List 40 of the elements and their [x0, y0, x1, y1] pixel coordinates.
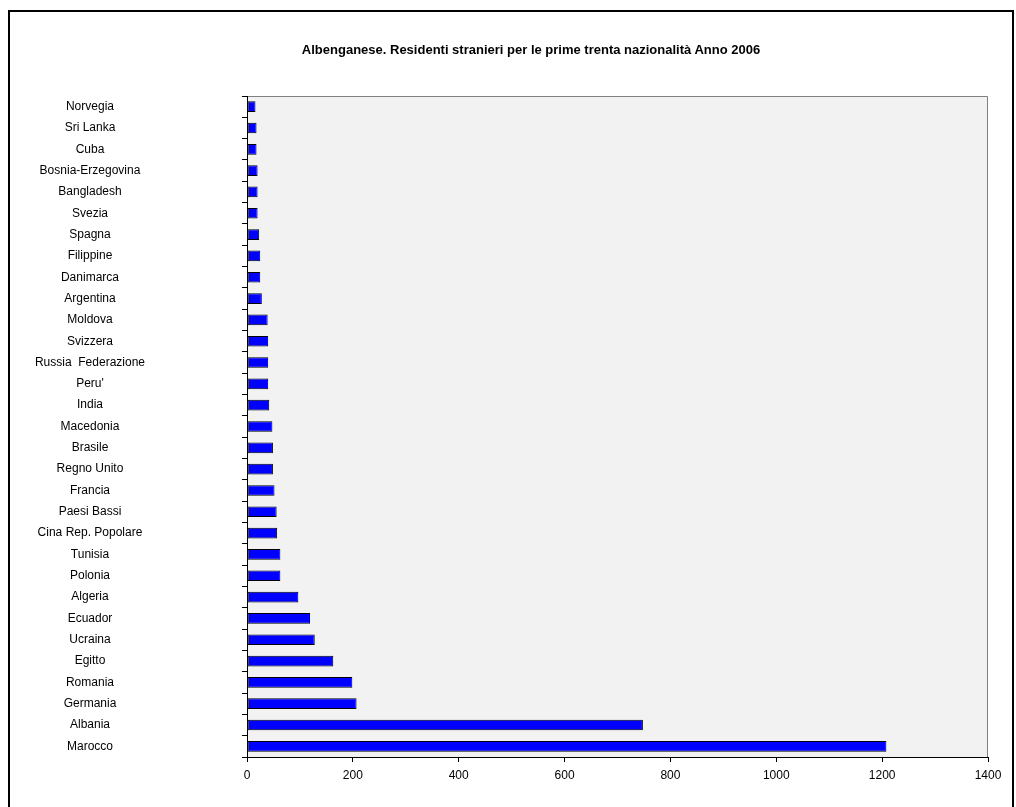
y-tick-label: Paesi Bassi: [58, 504, 122, 519]
x-tick-label: 400: [448, 767, 470, 782]
y-tick-label: Russia Federazione: [34, 354, 146, 369]
y-tick-label: Svezia: [71, 205, 109, 220]
y-tick-label: Polonia: [69, 568, 111, 583]
y-tick-label: Argentina: [64, 290, 116, 305]
x-tick-label: 1400: [974, 767, 1002, 782]
x-tick-label: 0: [243, 767, 251, 782]
y-tick-label: Brasile: [71, 440, 109, 455]
y-tick-label: Germania: [63, 696, 117, 711]
x-tick-label: 200: [342, 767, 364, 782]
y-tick-label: Sri Lanka: [64, 120, 116, 135]
y-tick-label: Albania: [69, 717, 111, 732]
y-tick-label: Romania: [65, 674, 115, 689]
y-tick-label: Bangladesh: [58, 184, 122, 199]
y-tick-label: Filippine: [67, 248, 113, 263]
y-tick-label: Macedonia: [60, 418, 120, 433]
x-tick-label: 600: [554, 767, 575, 782]
y-tick-label: Peru': [76, 376, 104, 391]
y-tick-label: Ecuador: [67, 610, 113, 625]
y-tick-label: Svizzera: [66, 333, 114, 348]
y-tick-label: Cina Rep. Popolare: [37, 525, 143, 540]
y-tick-label: India: [76, 397, 104, 412]
y-tick-label: Regno Unito: [56, 461, 124, 476]
x-tick-label: 1200: [868, 767, 896, 782]
y-tick-label: Algeria: [71, 589, 109, 604]
y-tick-label: Danimarca: [60, 269, 120, 284]
y-tick-label: Marocco: [66, 738, 114, 753]
y-tick-label: Norvegia: [65, 98, 115, 113]
y-tick-label: Francia: [69, 482, 111, 497]
y-tick-label: Tunisia: [70, 546, 110, 561]
y-tick-label: Bosnia-Erzegovina: [39, 162, 141, 177]
y-tick-label: Spagna: [69, 226, 111, 241]
chart-title: Albenganese. Residenti stranieri per le prime trenta nazionalità Anno 2006: [300, 42, 762, 57]
y-tick-label: Cuba: [75, 141, 105, 156]
y-tick-label: Ucraina: [69, 632, 111, 647]
y-tick-label: Egitto: [74, 653, 106, 668]
y-tick-label: Moldova: [67, 312, 113, 327]
x-tick-label: 1000: [762, 767, 790, 782]
x-tick-label: 800: [660, 767, 681, 782]
